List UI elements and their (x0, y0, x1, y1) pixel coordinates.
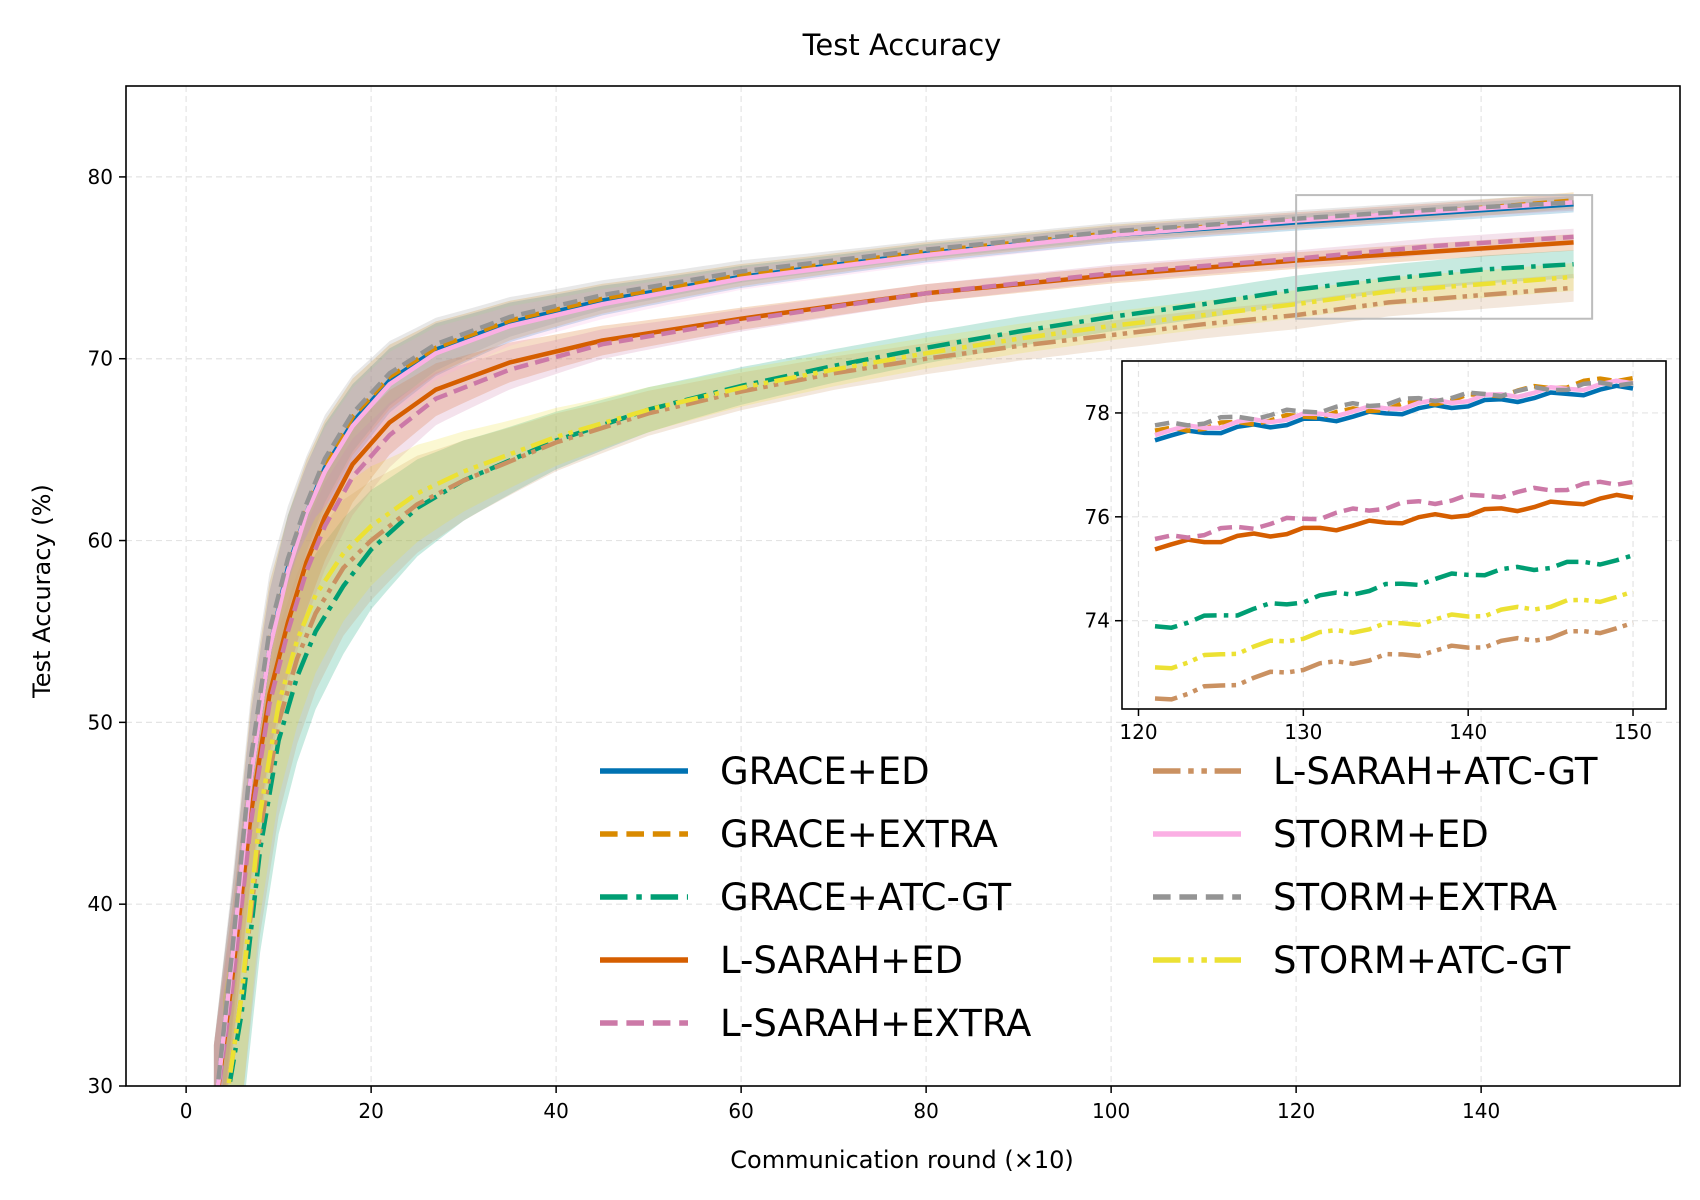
y-tick-label: 30 (88, 1074, 113, 1098)
inset-series-line (1154, 620, 1634, 702)
inset-series-line (1154, 380, 1634, 428)
inset-x-tick-label: 140 (1449, 720, 1487, 744)
legend-label: L-SARAH+ATC-GT (1273, 750, 1598, 793)
legend-label: GRACE+ATC-GT (720, 876, 1012, 919)
series-line (216, 234, 1574, 1086)
confidence-band (223, 250, 1574, 1086)
y-tick-label: 70 (88, 347, 113, 371)
x-tick-label: 100 (1092, 1099, 1130, 1123)
inset-series-line (1154, 479, 1634, 542)
inset-x-tick-label: 120 (1119, 720, 1157, 744)
main-bands (213, 192, 1574, 1086)
inset-background (1122, 361, 1666, 709)
main-lines (215, 198, 1574, 1086)
x-tick-label: 140 (1462, 1099, 1500, 1123)
x-tick-label: 80 (913, 1099, 938, 1123)
y-tick-label: 40 (88, 892, 113, 916)
inset-y-tick-label: 78 (1085, 401, 1110, 425)
inset-series-line (1154, 492, 1634, 552)
legend-label: L-SARAH+ED (720, 939, 963, 982)
series-line (226, 285, 1574, 1086)
legend-label: STORM+ED (1273, 813, 1489, 856)
inset-y-tick-label: 74 (1085, 609, 1110, 633)
main-axis-ticks: 0 20 40 60 80 100 120 140 30 40 50 60 70 80 (88, 165, 1501, 1123)
inset-series-line (1154, 383, 1634, 443)
inset-zoom-plot: 120 130 140 150 74 76 78 (1085, 360, 1667, 744)
series-line (226, 261, 1574, 1086)
legend-label: STORM+ATC-GT (1273, 939, 1571, 982)
inset-series-line (1154, 589, 1634, 671)
inset-y-tick-label: 76 (1085, 505, 1110, 529)
inset-lines (1154, 375, 1634, 702)
legend-label: GRACE+EXTRA (720, 813, 998, 856)
series-line (226, 274, 1574, 1086)
y-tick-label: 50 (88, 710, 113, 734)
legend-label: STORM+EXTRA (1273, 876, 1557, 919)
inset-frame (1121, 360, 1667, 710)
inset-x-tick-label: 130 (1284, 720, 1322, 744)
y-axis-title: Test Accuracy (%) (28, 484, 56, 699)
legend-label: L-SARAH+EXTRA (720, 1002, 1031, 1045)
x-tick-label: 40 (543, 1099, 568, 1123)
inset-series-line (1154, 378, 1634, 438)
legend: GRACE+ED GRACE+EXTRA GRACE+ATC-GT L-SARAH+E… (600, 750, 1598, 1045)
plot-frame (125, 85, 1681, 1087)
legend-label: GRACE+ED (720, 750, 930, 793)
chart-title: Test Accuracy (802, 28, 1002, 62)
zoom-region-box (1295, 194, 1594, 320)
x-tick-label: 60 (728, 1099, 753, 1123)
x-axis-title: Communication round (×10) (730, 1146, 1073, 1174)
series-line (215, 200, 1574, 1086)
y-tick-label: 60 (88, 529, 113, 553)
x-tick-label: 120 (1277, 1099, 1315, 1123)
x-tick-label: 20 (358, 1099, 383, 1123)
y-tick-label: 80 (88, 165, 113, 189)
series-line (215, 200, 1574, 1086)
x-tick-label: 0 (180, 1099, 193, 1123)
inset-x-tick-label: 150 (1614, 720, 1652, 744)
